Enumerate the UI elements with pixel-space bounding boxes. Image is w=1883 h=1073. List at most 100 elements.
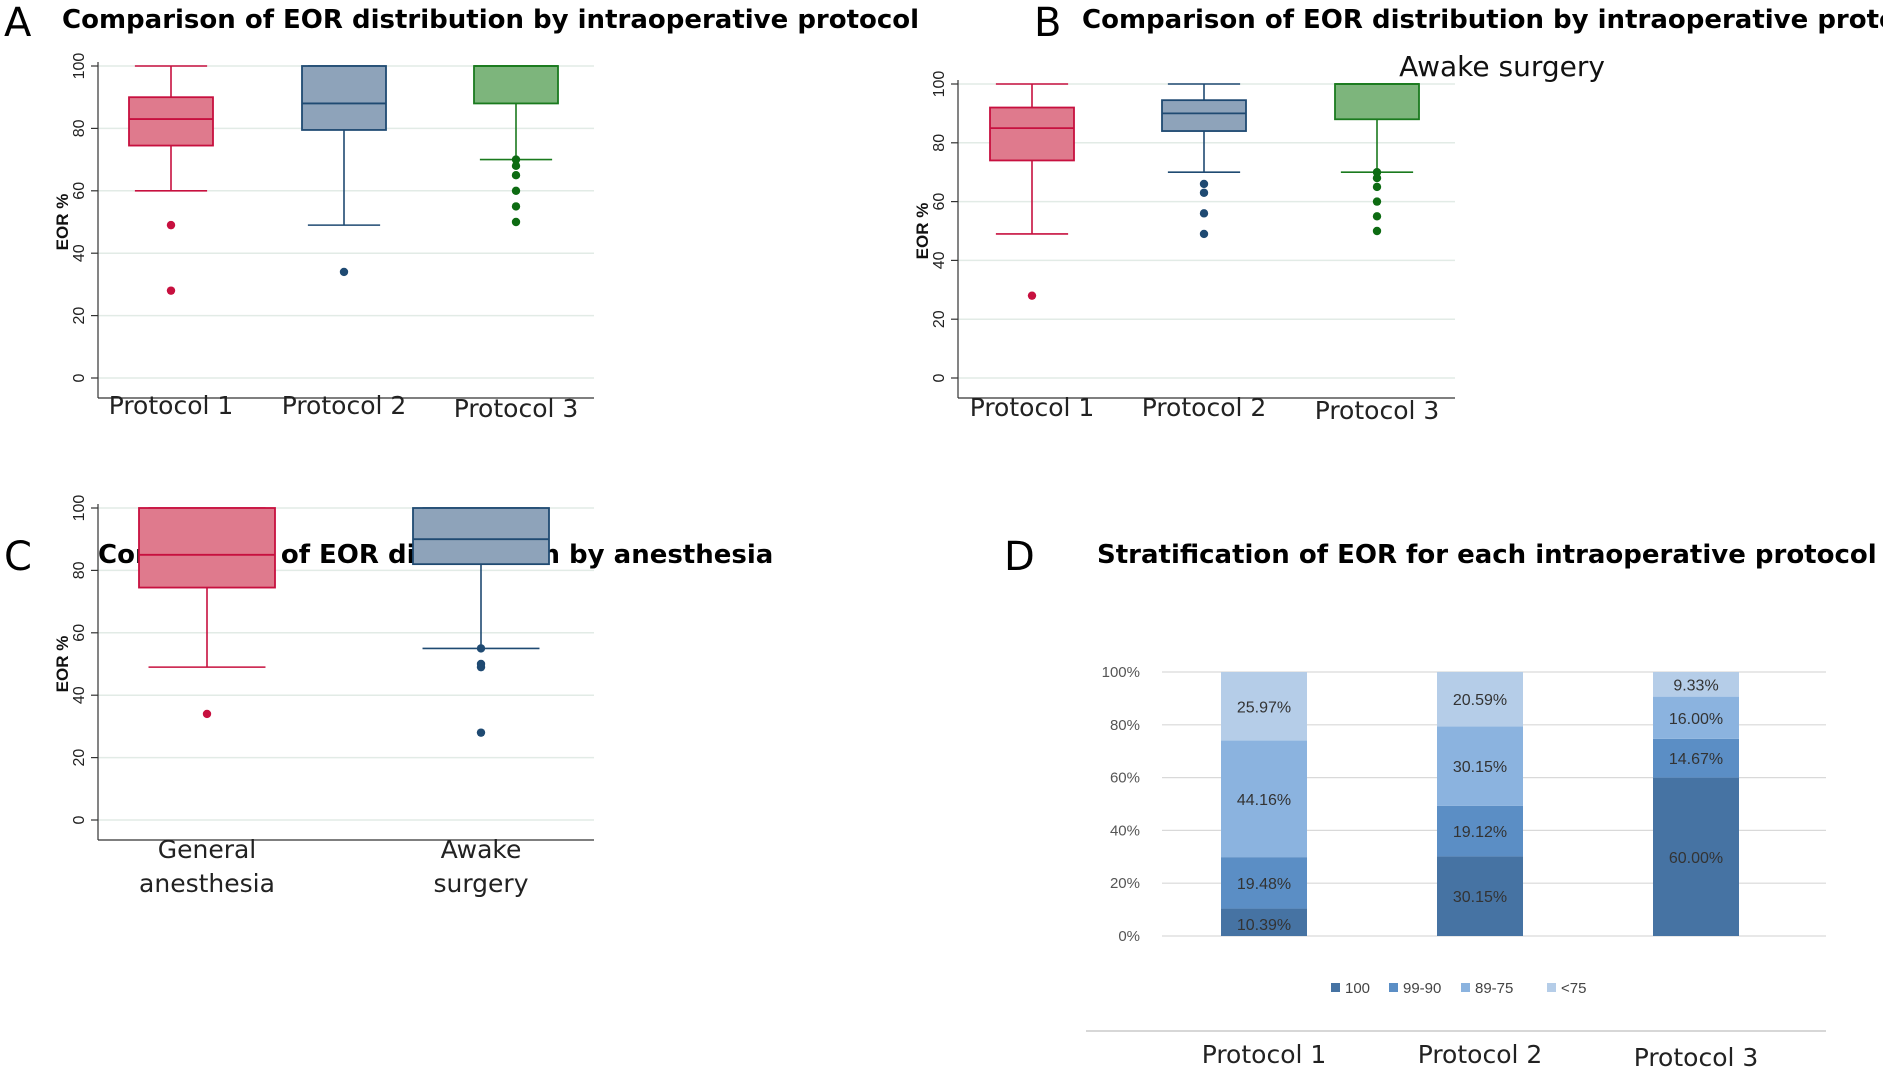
x-category-label: General [158,835,257,864]
bar-segment [1653,672,1739,697]
box-iqr [128,96,214,147]
x-category-label: Protocol 1 [109,391,234,420]
outlier-point [1372,226,1382,236]
bar-segment [1437,726,1523,806]
x-category-label: Protocol 3 [1634,1043,1759,1072]
panel-b-plot: 0 20 40 60 80 100 EOR % Protocol 1 Protocol 2 Pro… [913,71,1455,425]
bar-segment-label: 10.39% [1237,917,1291,934]
outlier-point [1199,179,1209,189]
y-tick-label: 40 [71,686,88,704]
outlier-point [1372,197,1382,206]
bar-segment-label: 25.97% [1237,699,1291,716]
box-iqr [473,65,559,105]
panel-b-title: Comparison of EOR distribution by intrao… [1082,5,1883,35]
panel-c-letter: C [4,534,32,580]
bar-segment-label: 9.33% [1673,677,1718,694]
outlier-point [1199,188,1209,197]
legend-swatch [1461,983,1470,992]
outlier-point [166,220,176,230]
legend-swatch [1331,983,1340,992]
y-axis-label: EOR % [913,203,932,260]
panel-c-plot: 0 20 40 60 80 100 EOR % General anesthesia Awake s… [53,495,594,898]
panel-a-plot: 0 20 40 60 80 100 EOR % Protocol 1 Protocol 2 Pro… [53,53,594,423]
y-tick-label: 20 [71,749,88,767]
outlier-point [1199,229,1209,239]
outlier-point [511,217,521,227]
x-category-label: Awake [441,835,522,864]
y-tick-label: 60% [1110,770,1140,787]
box-iqr [989,106,1075,162]
legend-label: 100 [1345,980,1370,997]
box-iqr [1334,83,1420,121]
panel-b-letter: B [1034,0,1061,46]
legend-swatch [1389,983,1398,992]
panel-d-plot: 0% 20% 40% 60% 80% 100% 10.39% 19.48% 44.16% 25.9… [1086,664,1826,1072]
bar-segment-label: 14.67% [1669,751,1723,768]
bar-segment-label: 44.16% [1237,792,1291,809]
y-tick-label: 80 [71,561,88,579]
x-category-label: Protocol 2 [282,391,407,420]
bar-segment [1221,672,1307,741]
bar-segment [1221,740,1307,858]
x-category-label: Protocol 1 [970,393,1095,422]
outlier-point [511,202,521,211]
x-category-label: Protocol 1 [1202,1040,1327,1069]
y-tick-label: 100 [71,53,88,80]
panel-b-subtitle: Awake surgery [1399,50,1605,83]
y-tick-label: 0 [71,373,88,382]
panel-a-title: Comparison of EOR distribution by intrao… [62,5,919,35]
box-iqr [1161,99,1247,132]
bar-segment [1221,908,1307,936]
outlier-point [1027,291,1037,300]
y-tick-label: 60 [71,624,88,642]
bar-segment-label: 20.59% [1453,692,1507,709]
y-tick-label: 80 [931,134,948,152]
y-tick-label: 80% [1110,717,1140,734]
bar-segment [1221,857,1307,909]
outlier-point [1372,182,1382,192]
bar-segment-label: 30.15% [1453,759,1507,776]
outlier-point [1372,212,1382,221]
x-category-label: Protocol 2 [1142,393,1267,422]
y-tick-label: 0 [71,815,88,824]
bar-segment [1653,738,1739,778]
outlier-point [511,186,521,195]
legend-label: 89-75 [1475,980,1513,997]
outlier-point [511,171,521,180]
bar-segment-label: 19.12% [1453,824,1507,841]
x-category-label: Protocol 3 [454,394,579,423]
x-category-label: anesthesia [139,869,275,898]
outlier-point [339,267,349,277]
y-tick-label: 0 [931,373,948,382]
bar-segment [1437,671,1523,727]
y-tick-label: 60 [931,193,948,211]
legend-label: 99-90 [1403,980,1441,997]
outlier-point [1372,168,1382,177]
legend-swatch [1547,983,1556,992]
bar-segment-label: 60.00% [1669,850,1723,867]
outlier-point [511,155,521,164]
y-axis-label: EOR % [53,636,72,693]
panel-b: B Comparison of EOR distribution by intr… [913,0,1883,425]
panel-a: A Comparison of EOR distribution by intr… [4,0,919,423]
outlier-point [166,286,176,295]
y-tick-label: 100 [71,495,88,522]
outlier-point [1199,209,1209,218]
y-tick-label: 60 [71,182,88,200]
box-iqr [301,65,387,131]
outlier-point [1372,173,1382,183]
box-iqr [412,507,550,566]
bar-segment-label: 19.48% [1237,876,1291,893]
y-tick-label: 100% [1102,664,1140,681]
outlier-point [476,728,486,737]
panel-d: D Stratification of EOR for each intraop… [1004,534,1877,1072]
outlier-point [476,644,486,653]
y-tick-label: 20 [71,307,88,325]
bar-segment [1653,777,1739,936]
panel-d-title: Stratification of EOR for each intraoper… [1097,540,1877,570]
bar-segment-label: 30.15% [1453,889,1507,906]
y-tick-label: 20 [931,310,948,328]
outlier-point [476,662,486,672]
bar-segment [1437,805,1523,857]
y-tick-label: 40% [1110,822,1140,839]
